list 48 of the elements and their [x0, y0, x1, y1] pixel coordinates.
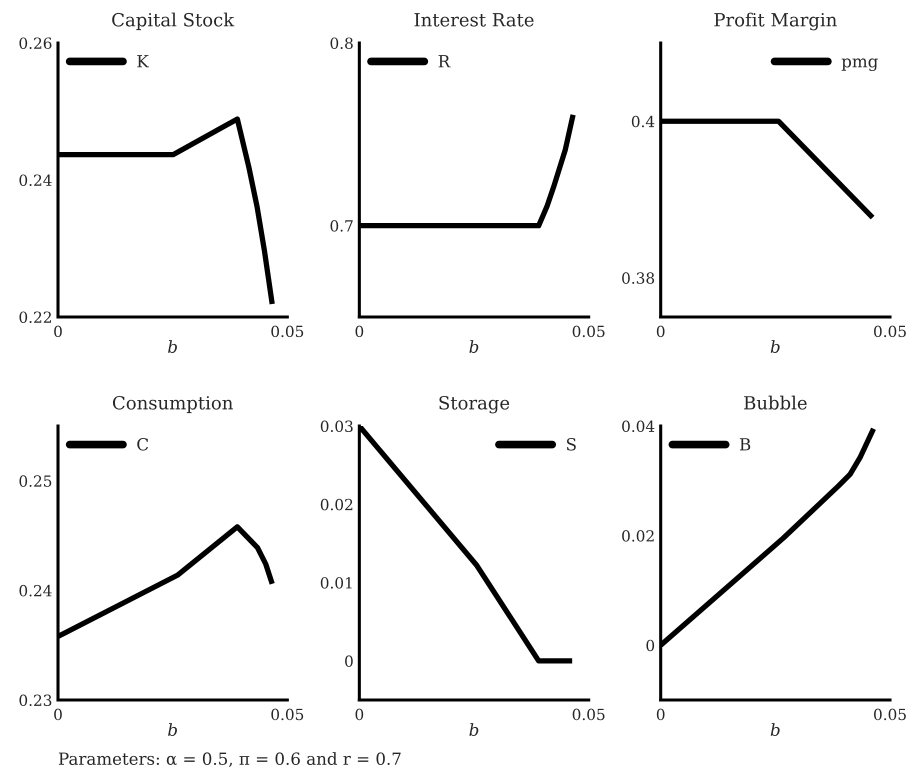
legend-label: C: [137, 438, 148, 451]
x-tick-label: 0.05: [271, 708, 304, 720]
y-tick-label: 0.22: [19, 311, 51, 323]
x-tick-label: 0.05: [874, 708, 906, 720]
y-tick-label: 0.03: [320, 420, 353, 432]
y-tick-label: 0.24: [19, 174, 52, 186]
chart-title: Interest Rate: [414, 13, 534, 27]
x-tick-label: 0.05: [572, 326, 605, 338]
y-tick-label: 0.02: [622, 530, 654, 542]
chart-title: Storage: [439, 396, 510, 414]
x-tick-label: 0: [355, 326, 364, 338]
legend-label: K: [137, 55, 150, 68]
x-axis-title: b: [168, 340, 177, 353]
x-tick-label: 0.05: [271, 326, 304, 338]
x-axis-title: b: [770, 340, 780, 353]
legend-label: pmg: [842, 58, 878, 72]
x-axis-title: b: [770, 723, 780, 736]
x-axis-title: b: [469, 340, 478, 353]
y-tick-label: 0.38: [622, 272, 654, 284]
y-tick-label: 0.4: [632, 116, 654, 128]
y-tick-label: 0.8: [330, 37, 353, 49]
y-tick-label: 0.01: [320, 577, 352, 589]
text: Parameters: α = 0.5, π = 0.6 and r = 0.7: [58, 752, 401, 768]
x-tick-label: 0.05: [572, 708, 605, 720]
y-tick-label: 0.02: [320, 498, 352, 510]
y-tick-label: 0.23: [19, 694, 52, 706]
chart-title: Consumption: [112, 396, 233, 414]
y-tick-label: 0.04: [622, 420, 654, 432]
y-tick-label: 0.7: [330, 220, 353, 232]
y-tick-label: 0: [345, 655, 353, 667]
legend-label: S: [566, 438, 576, 451]
legend-label: R: [438, 55, 451, 68]
y-tick-label: 0: [646, 640, 654, 652]
x-tick-label: 0.05: [874, 326, 906, 338]
x-tick-label: 0: [54, 708, 62, 720]
y-tick-label: 0.26: [19, 37, 52, 49]
x-tick-label: 0: [656, 326, 665, 338]
chart-title: Profit Margin: [714, 12, 837, 30]
y-tick-label: 0.25: [19, 475, 52, 487]
chart-title: Capital Stock: [112, 12, 234, 30]
x-tick-label: 0: [656, 708, 665, 720]
x-axis-title: b: [168, 723, 177, 736]
chart-title: Bubble: [744, 396, 807, 410]
legend-label: B: [740, 438, 750, 450]
x-axis-title: b: [469, 723, 478, 736]
x-tick-label: 0: [355, 708, 364, 720]
x-tick-label: 0: [54, 326, 62, 338]
y-tick-label: 0.24: [19, 584, 52, 596]
